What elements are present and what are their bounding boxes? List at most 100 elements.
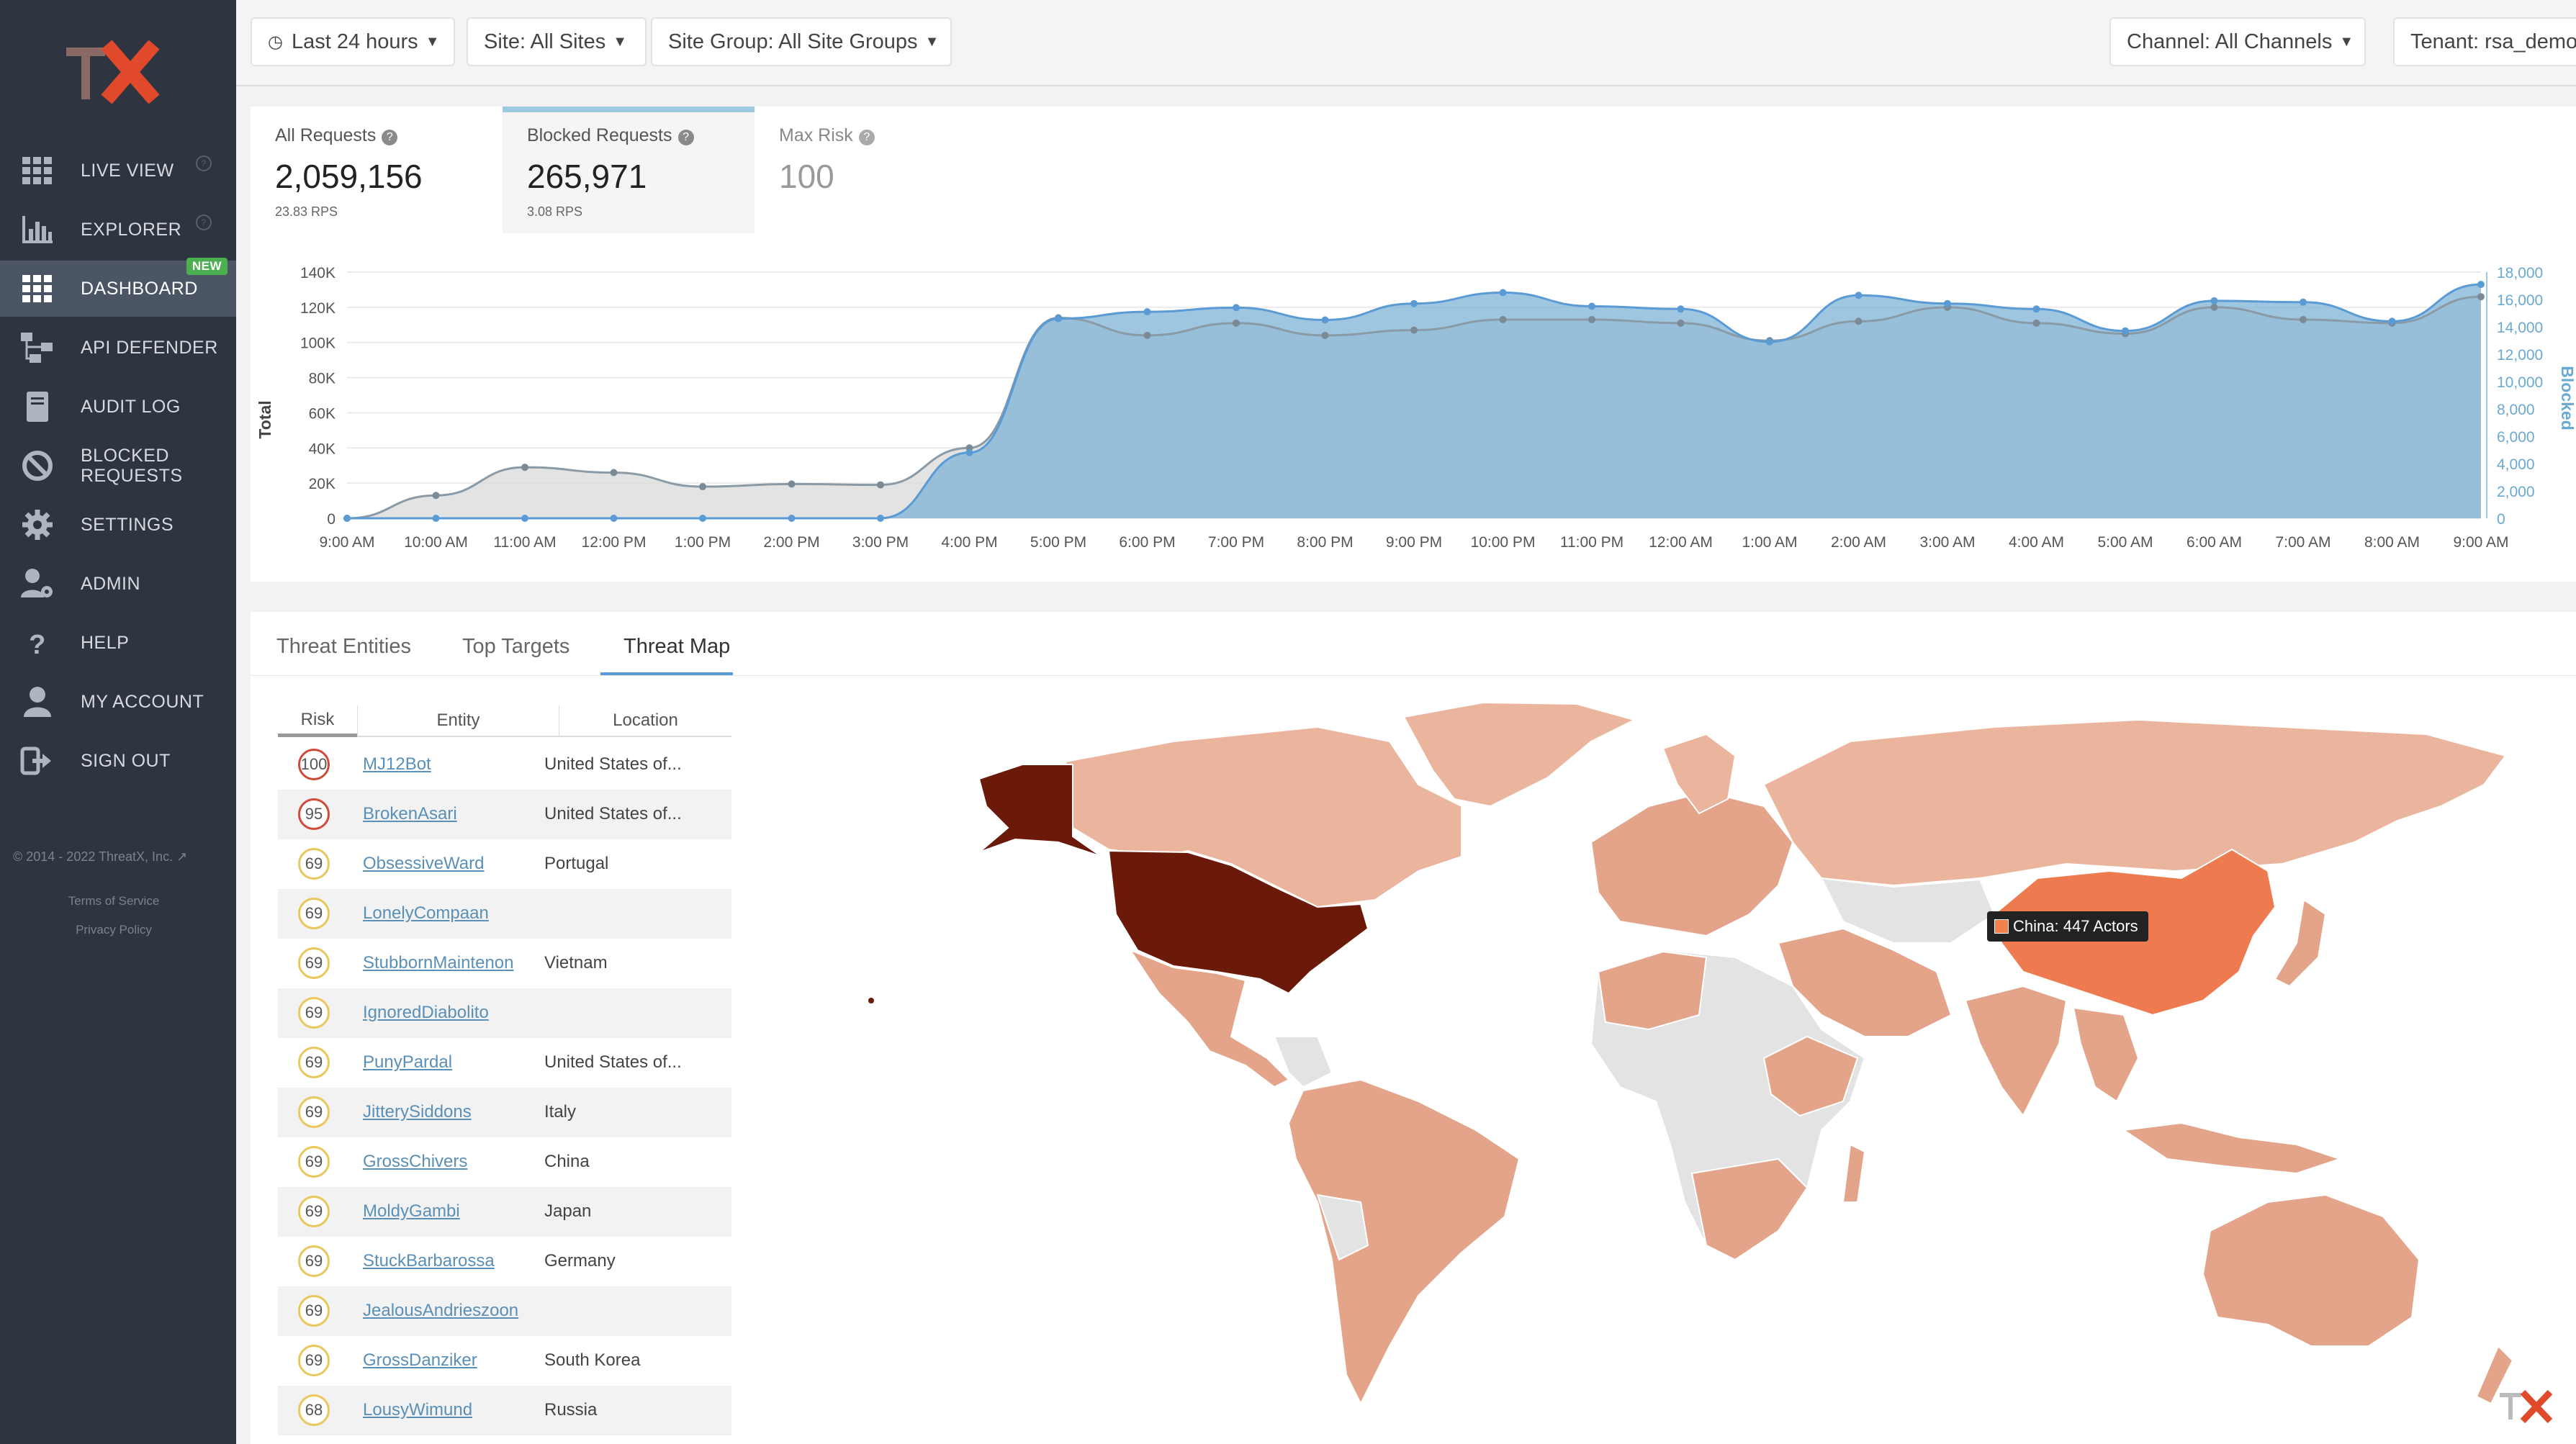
- column-header-risk[interactable]: Risk: [278, 705, 357, 737]
- blocked-data-point[interactable]: [2388, 317, 2396, 325]
- total-data-point[interactable]: [699, 483, 706, 491]
- map-region-south-america[interactable]: [1287, 1078, 1521, 1406]
- map-region-africa-east[interactable]: [1762, 1035, 1859, 1117]
- help-icon[interactable]: ?: [382, 130, 398, 145]
- blocked-data-point[interactable]: [1233, 304, 1240, 312]
- map-region-japan[interactable]: [2274, 898, 2327, 988]
- map-region-indonesia[interactable]: [2122, 1122, 2343, 1175]
- entity-link[interactable]: MoldyGambi: [363, 1201, 460, 1221]
- site-group-dropdown[interactable]: Site Group: All Site Groups ▼: [651, 17, 952, 66]
- entity-link[interactable]: StubbornMaintenon: [363, 953, 514, 973]
- privacy-link[interactable]: Privacy Policy: [76, 923, 152, 937]
- total-data-point[interactable]: [432, 492, 440, 500]
- map-region-southeast-asia[interactable]: [2072, 1006, 2140, 1103]
- total-data-point[interactable]: [2477, 293, 2485, 301]
- map-region-alaska[interactable]: [978, 764, 1102, 857]
- sidebar-item-audit-log[interactable]: AUDIT LOG: [0, 379, 236, 435]
- entity-link[interactable]: BrokenAsari: [363, 804, 457, 823]
- total-data-point[interactable]: [1588, 315, 1595, 323]
- blocked-data-point[interactable]: [2210, 297, 2218, 304]
- map-region-middle-east[interactable]: [1777, 927, 1953, 1037]
- sidebar-item-my-account[interactable]: MY ACCOUNT: [0, 674, 236, 730]
- blocked-data-point[interactable]: [1588, 302, 1595, 310]
- total-data-point[interactable]: [521, 464, 528, 471]
- total-data-point[interactable]: [610, 469, 618, 477]
- table-row[interactable]: 69 ObsessiveWard Portugal: [278, 839, 731, 889]
- entity-link[interactable]: IgnoredDiabolito: [363, 1003, 489, 1022]
- sidebar-item-live-view[interactable]: LIVE VIEW ?: [0, 143, 236, 199]
- entity-link[interactable]: PunyPardal: [363, 1052, 453, 1072]
- table-row[interactable]: 69 IgnoredDiabolito: [278, 988, 731, 1038]
- map-region-europe[interactable]: [1590, 790, 1794, 937]
- table-row[interactable]: 69 LonelyCompaan: [278, 889, 731, 939]
- sidebar-item-settings[interactable]: SETTINGS: [0, 497, 236, 553]
- blocked-data-point[interactable]: [877, 515, 884, 522]
- time-range-dropdown[interactable]: ◷ Last 24 hours ▼: [251, 17, 455, 66]
- map-region-australia[interactable]: [2202, 1193, 2420, 1347]
- entity-link[interactable]: JealousAndrieszoon: [363, 1301, 519, 1320]
- total-data-point[interactable]: [1321, 331, 1329, 339]
- table-row[interactable]: 69 StubbornMaintenon Vietnam: [278, 939, 731, 988]
- entity-link[interactable]: JitterySiddons: [363, 1102, 472, 1122]
- help-dot-icon[interactable]: ?: [196, 215, 212, 230]
- entity-link[interactable]: LonelyCompaan: [363, 903, 489, 923]
- blocked-data-point[interactable]: [2477, 281, 2485, 289]
- column-header-entity[interactable]: Entity: [357, 705, 559, 737]
- blocked-data-point[interactable]: [788, 515, 796, 522]
- blocked-data-point[interactable]: [1410, 299, 1418, 307]
- blocked-data-point[interactable]: [2300, 298, 2307, 306]
- sidebar-item-help[interactable]: ? HELP: [0, 615, 236, 671]
- total-data-point[interactable]: [1499, 315, 1507, 323]
- map-region-usa[interactable]: [1107, 849, 1369, 995]
- tab-threat-map[interactable]: Threat Map: [623, 635, 731, 658]
- sidebar-item-blocked-requests[interactable]: BLOCKED REQUESTS: [0, 438, 236, 494]
- blocked-data-point[interactable]: [2032, 305, 2040, 313]
- total-data-point[interactable]: [1855, 317, 1863, 325]
- table-row[interactable]: 69 MoldyGambi Japan: [278, 1187, 731, 1237]
- blocked-data-point[interactable]: [610, 515, 618, 522]
- sidebar-item-admin[interactable]: ADMIN: [0, 556, 236, 612]
- map-region-southern-africa[interactable]: [1690, 1158, 1809, 1261]
- table-row[interactable]: 69 PunyPardal United States of...: [278, 1038, 731, 1088]
- total-data-point[interactable]: [1677, 319, 1685, 327]
- table-row[interactable]: 69 JitterySiddons Italy: [278, 1088, 731, 1137]
- table-row[interactable]: 69 GrossDanziker South Korea: [278, 1336, 731, 1386]
- entity-link[interactable]: GrossChivers: [363, 1152, 468, 1171]
- table-row[interactable]: 100 MJ12Bot United States of...: [278, 740, 731, 790]
- entity-link[interactable]: MJ12Bot: [363, 754, 431, 774]
- blocked-requests-stat[interactable]: Blocked Requests? 265,971 3.08 RPS: [503, 107, 755, 233]
- table-row[interactable]: 69 StuckBarbarossa Germany: [278, 1237, 731, 1286]
- blocked-data-point[interactable]: [1944, 299, 1951, 307]
- blocked-data-point[interactable]: [1855, 292, 1863, 299]
- sidebar-item-sign-out[interactable]: SIGN OUT: [0, 733, 236, 789]
- tab-threat-entities[interactable]: Threat Entities: [276, 635, 411, 658]
- blocked-data-point[interactable]: [699, 515, 706, 522]
- map-region-new-zealand[interactable]: [2475, 1345, 2514, 1405]
- tab-top-targets[interactable]: Top Targets: [462, 635, 570, 658]
- tenant-dropdown[interactable]: Tenant: rsa_demo: [2393, 17, 2576, 66]
- blocked-data-point[interactable]: [1143, 308, 1151, 316]
- all-requests-stat[interactable]: All Requests? 2,059,156 23.83 RPS: [251, 107, 503, 233]
- map-region-greenland[interactable]: [1402, 701, 1636, 808]
- map-region-africa-north[interactable]: [1597, 950, 1708, 1031]
- entity-link[interactable]: ObsessiveWard: [363, 854, 485, 873]
- total-data-point[interactable]: [1143, 331, 1151, 339]
- site-dropdown[interactable]: Site: All Sites ▼: [467, 17, 647, 66]
- total-data-point[interactable]: [1233, 319, 1240, 327]
- total-data-point[interactable]: [2032, 319, 2040, 327]
- entity-link[interactable]: LousyWimund: [363, 1400, 473, 1420]
- terms-link[interactable]: Terms of Service: [68, 894, 160, 908]
- map-region-hawaii[interactable]: [868, 998, 874, 1003]
- map-region-central-america[interactable]: [1273, 1036, 1333, 1088]
- total-data-point[interactable]: [2300, 315, 2307, 323]
- blocked-data-point[interactable]: [1766, 338, 1773, 346]
- entity-link[interactable]: GrossDanziker: [363, 1350, 477, 1370]
- map-region-russia[interactable]: [1762, 718, 2507, 887]
- table-row[interactable]: 69 JealousAndrieszoon: [278, 1286, 731, 1336]
- map-region-central-asia[interactable]: [1820, 877, 1996, 944]
- blocked-data-point[interactable]: [521, 515, 528, 522]
- external-link-icon[interactable]: ↗: [176, 849, 188, 864]
- help-icon[interactable]: ?: [677, 130, 694, 145]
- blocked-data-point[interactable]: [2122, 327, 2129, 335]
- sidebar-item-dashboard[interactable]: DASHBOARD NEW: [0, 258, 236, 317]
